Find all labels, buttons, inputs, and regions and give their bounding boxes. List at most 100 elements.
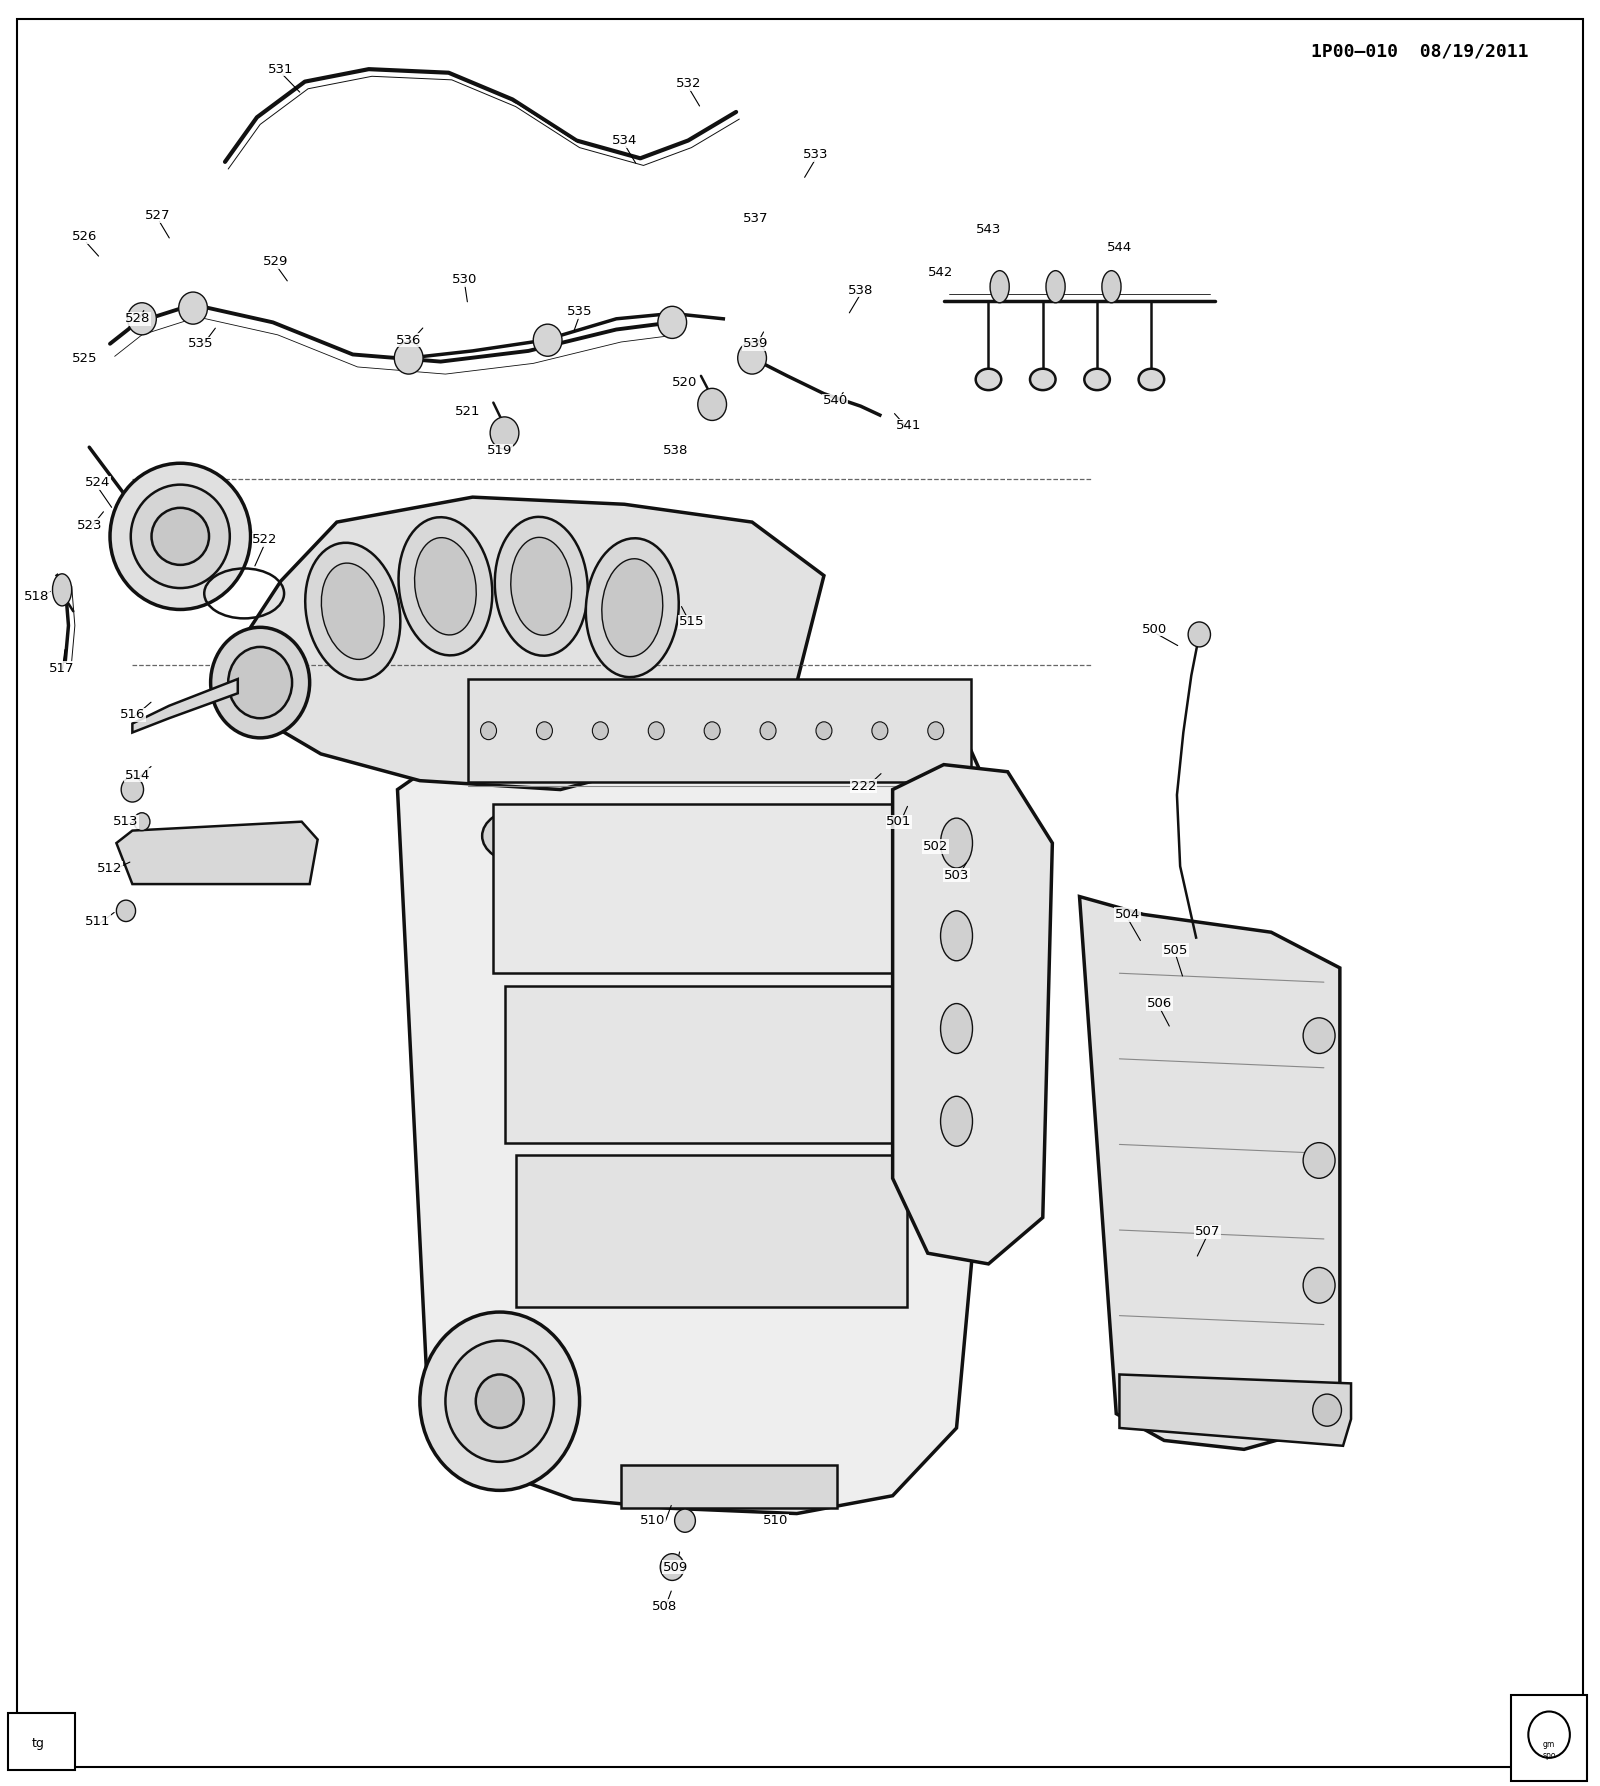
Text: 535: 535 [189, 338, 214, 350]
Text: 507: 507 [1195, 1225, 1219, 1238]
Text: 511: 511 [85, 914, 110, 929]
Ellipse shape [872, 722, 888, 739]
Text: 542: 542 [928, 266, 954, 279]
Ellipse shape [1302, 1018, 1334, 1054]
Ellipse shape [1312, 1395, 1341, 1427]
Ellipse shape [803, 809, 880, 863]
Ellipse shape [816, 722, 832, 739]
Ellipse shape [211, 627, 310, 738]
Ellipse shape [510, 538, 571, 636]
Ellipse shape [818, 820, 866, 852]
Circle shape [1528, 1711, 1570, 1757]
Ellipse shape [990, 271, 1010, 304]
Ellipse shape [53, 573, 72, 605]
Text: 508: 508 [651, 1600, 677, 1613]
Text: 539: 539 [742, 338, 768, 350]
Text: 535: 535 [566, 305, 592, 318]
Ellipse shape [445, 1341, 554, 1463]
Text: 521: 521 [454, 405, 480, 418]
Ellipse shape [661, 1554, 685, 1581]
Polygon shape [117, 822, 318, 884]
Text: 530: 530 [451, 273, 477, 286]
Text: 544: 544 [1107, 241, 1133, 254]
Text: 502: 502 [923, 839, 949, 854]
Text: tg: tg [32, 1738, 45, 1750]
Bar [493, 804, 925, 973]
Ellipse shape [1139, 368, 1165, 389]
Ellipse shape [179, 293, 208, 323]
Ellipse shape [394, 341, 422, 373]
Ellipse shape [603, 820, 651, 852]
Ellipse shape [229, 647, 293, 718]
Ellipse shape [490, 416, 518, 448]
Text: 512: 512 [98, 861, 123, 875]
Ellipse shape [698, 388, 726, 420]
Ellipse shape [1030, 368, 1056, 389]
Text: 522: 522 [253, 534, 278, 547]
Ellipse shape [110, 463, 251, 609]
Text: 517: 517 [50, 663, 75, 675]
Ellipse shape [1085, 368, 1110, 389]
Text: 503: 503 [944, 868, 970, 882]
Text: 538: 538 [848, 284, 874, 296]
Ellipse shape [658, 307, 686, 338]
Ellipse shape [480, 722, 496, 739]
Text: 519: 519 [486, 445, 512, 457]
Text: 504: 504 [1115, 907, 1141, 922]
Text: 509: 509 [662, 1561, 688, 1573]
Ellipse shape [536, 722, 552, 739]
Ellipse shape [496, 820, 544, 852]
Ellipse shape [589, 809, 666, 863]
Ellipse shape [131, 484, 230, 588]
Ellipse shape [152, 507, 210, 564]
Bar [621, 1466, 837, 1507]
Ellipse shape [122, 777, 144, 802]
Text: 500: 500 [1142, 623, 1168, 636]
Bar [515, 1156, 907, 1307]
Ellipse shape [134, 813, 150, 830]
Ellipse shape [602, 559, 662, 657]
Ellipse shape [128, 304, 157, 334]
Text: 222: 222 [851, 779, 877, 793]
FancyBboxPatch shape [1510, 1695, 1587, 1781]
Ellipse shape [494, 516, 587, 655]
Text: 505: 505 [1163, 943, 1189, 957]
Ellipse shape [414, 538, 477, 636]
Ellipse shape [117, 900, 136, 922]
Polygon shape [1120, 1375, 1350, 1447]
Text: 525: 525 [72, 352, 98, 364]
Text: gm
spo: gm spo [1542, 1740, 1555, 1759]
Text: 541: 541 [896, 420, 922, 432]
Bar [504, 986, 917, 1143]
Text: 543: 543 [976, 223, 1002, 236]
Ellipse shape [1102, 271, 1122, 304]
Text: 527: 527 [146, 209, 171, 221]
Ellipse shape [941, 1004, 973, 1054]
Text: 526: 526 [72, 230, 98, 243]
Text: 537: 537 [742, 213, 768, 225]
Ellipse shape [675, 1509, 696, 1532]
Text: 518: 518 [24, 591, 50, 604]
Text: 506: 506 [1147, 997, 1171, 1011]
Text: 523: 523 [77, 520, 102, 532]
Ellipse shape [928, 722, 944, 739]
Ellipse shape [533, 323, 562, 355]
Ellipse shape [1302, 1143, 1334, 1179]
Polygon shape [1080, 897, 1339, 1450]
Ellipse shape [976, 368, 1002, 389]
Text: 534: 534 [611, 134, 637, 146]
Ellipse shape [475, 1375, 523, 1429]
Ellipse shape [710, 820, 758, 852]
Ellipse shape [1046, 271, 1066, 304]
Ellipse shape [696, 809, 773, 863]
Polygon shape [133, 679, 238, 732]
FancyBboxPatch shape [8, 1713, 75, 1770]
Text: 1P00–010  08/19/2011: 1P00–010 08/19/2011 [1310, 43, 1528, 61]
Text: 529: 529 [264, 255, 288, 268]
Ellipse shape [419, 1313, 579, 1490]
Ellipse shape [322, 563, 384, 659]
Text: 510: 510 [763, 1515, 789, 1527]
Text: 540: 540 [822, 395, 848, 407]
Text: 514: 514 [125, 768, 150, 782]
Text: 515: 515 [678, 616, 704, 629]
